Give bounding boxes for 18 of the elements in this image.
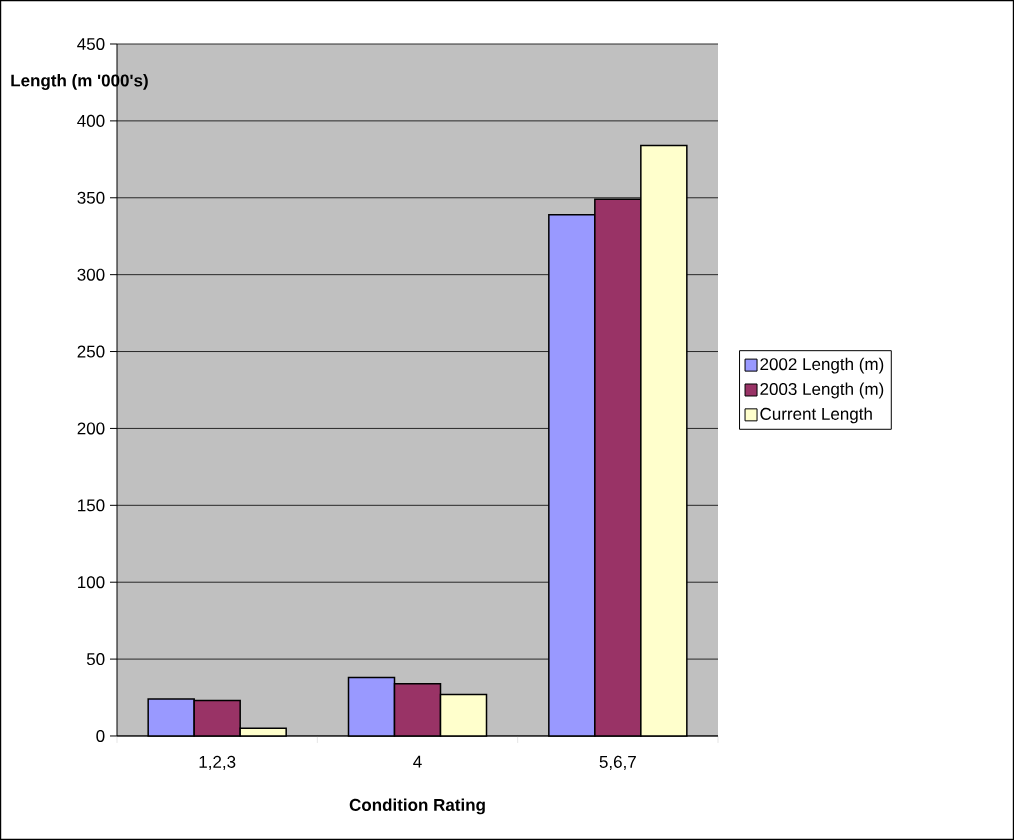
y-tick-label: 450: [77, 37, 105, 51]
legend-label: 2002 Length (m): [760, 357, 884, 374]
y-tick-label: 150: [78, 499, 105, 512]
legend-label: 2003 Length (m): [760, 382, 884, 399]
y-tick-label: 200: [77, 422, 105, 435]
y-tick-label: 300: [77, 268, 105, 281]
x-tick-label: 4: [413, 755, 422, 768]
y-tick-label: 350: [77, 191, 105, 204]
y-tick-label: 50: [86, 653, 105, 666]
legend-label: Current Length: [760, 407, 872, 424]
x-axis-title: Condition Rating: [349, 798, 485, 815]
y-axis-title: Length (m '000's): [11, 74, 148, 90]
y-tick-label: 250: [77, 345, 105, 358]
y-tick-label: 400: [77, 114, 105, 127]
x-tick-label: 5,6,7: [599, 755, 636, 770]
y-tick-label: 0: [96, 729, 105, 743]
y-tick-label: 100: [78, 576, 105, 589]
x-tick-label: 1,2,3: [199, 755, 236, 770]
